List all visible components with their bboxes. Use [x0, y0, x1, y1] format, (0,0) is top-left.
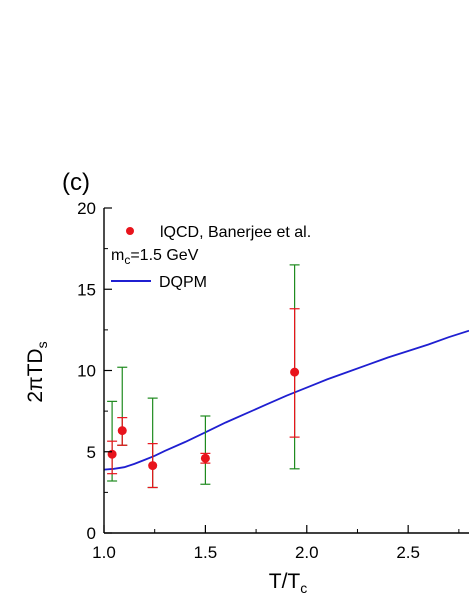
error-bar-outer-3 [200, 415, 211, 485]
legend-mass-sub: c [124, 253, 130, 267]
y-tick-label-2: 10 [77, 362, 96, 381]
axes-layer: 1.0 1.5 2.0 2.5 0 5 10 15 20 [77, 199, 469, 562]
legend-mass-main: m [111, 247, 124, 264]
y-axis-title-main: 2πTD [24, 348, 47, 402]
y-tick-label-0: 0 [87, 524, 96, 543]
panel-label: (c) [62, 169, 90, 196]
dqpm-line [103, 329, 469, 471]
data-point-3 [200, 453, 210, 463]
x-tick-label-2: 2.0 [295, 543, 319, 562]
plot-layer [103, 264, 469, 489]
x-axis-title: T/Tc [269, 570, 308, 596]
data-point-2 [148, 461, 158, 471]
data-point-4 [290, 367, 300, 377]
legend-label-dqpm: DQPM [159, 274, 207, 291]
data-point-0 [107, 449, 117, 459]
y-tick-label-3: 15 [77, 280, 96, 299]
legend-label-mass: mc=1.5 GeV [111, 247, 199, 267]
legend-marker-lqcd [126, 227, 134, 235]
legend-label-lqcd: lQCD, Banerjee et al. [160, 224, 311, 241]
y-axis-title: 2πTDs [24, 341, 50, 402]
y-axis-title-sub: s [34, 341, 50, 348]
x-axis-title-sub: c [300, 580, 307, 596]
x-axis-title-main: T/T [269, 570, 301, 593]
x-tick-label-3: 2.5 [396, 543, 420, 562]
x-tick-label-0: 1.0 [92, 543, 116, 562]
y-tick-label-1: 5 [87, 443, 96, 462]
x-tick-label-1: 1.5 [194, 543, 218, 562]
data-point-1 [117, 426, 127, 436]
legend: lQCD, Banerjee et al. mc=1.5 GeV DQPM [111, 224, 311, 291]
legend-mass-rest: =1.5 GeV [130, 247, 198, 264]
y-tick-label-4: 20 [77, 199, 96, 218]
